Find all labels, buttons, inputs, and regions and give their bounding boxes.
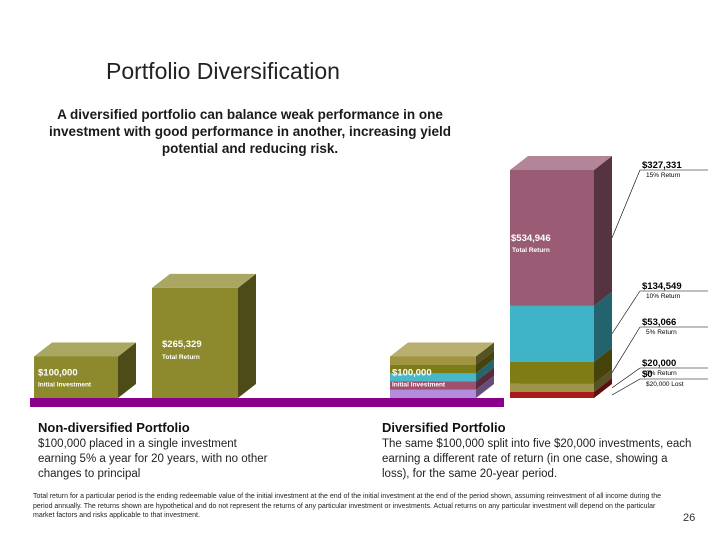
bar-non-div-total-label: $265,329 <box>162 339 202 350</box>
segment-value-label: $0 <box>642 369 653 380</box>
bar-div-initial-slice-side <box>476 375 494 398</box>
bar-div-initial-slice-front <box>390 373 476 382</box>
bar-non-div-total-side <box>238 273 256 398</box>
non-diversified-heading: Non-diversified Portfolio <box>38 420 190 435</box>
bar-div-total-sublabel: Total Return <box>512 247 550 254</box>
segment-note-label: 10% Return <box>646 293 681 300</box>
bar-div-total-segment-side <box>594 369 612 392</box>
segment-value-label: $53,066 <box>642 317 676 328</box>
bar-div-initial-slice-front <box>390 381 476 390</box>
non-diversified-description: Non-diversified Portfolio $100,000 place… <box>38 420 278 482</box>
bar-non-div-total-front <box>152 287 238 398</box>
bar-non-div-total-sublabel: Total Return <box>162 354 200 361</box>
bar-div-initial-sublabel: Initial Investment <box>392 382 446 389</box>
bar-div-total-segment <box>510 156 612 306</box>
segment-leader-line <box>611 378 641 396</box>
bar-div-total-segment-front <box>510 361 594 384</box>
diversified-body: The same $100,000 split into five $20,00… <box>382 438 692 480</box>
segment-leader-line <box>611 367 641 389</box>
bar-div-total-segment-front <box>510 305 594 362</box>
diversified-heading: Diversified Portfolio <box>382 420 506 435</box>
slide-subtitle: A diversified portfolio can balance weak… <box>48 107 452 156</box>
slide-title: Portfolio Diversification <box>106 58 340 84</box>
segment-note-label: 15% Return <box>646 172 681 179</box>
bar-non-div-initial-sublabel: Initial Investment <box>38 382 92 389</box>
bar-div-initial-label: $100,000 <box>392 368 432 379</box>
bar-div-total-segment-side <box>594 156 612 306</box>
bar-div-initial-slice-side <box>476 350 494 374</box>
non-diversified-body: $100,000 placed in a single investment e… <box>38 438 268 480</box>
bar-non-div-total <box>152 273 256 398</box>
bar-div-initial-slice-side <box>476 359 494 382</box>
bar-non-div-total-top <box>152 273 256 288</box>
bar-non-div-initial-top <box>34 342 136 357</box>
footnote: Total return for a particular period is … <box>33 493 662 519</box>
bar-div-total-segment-front <box>510 170 594 306</box>
bar-div-total-segment-front <box>510 392 594 398</box>
bar-div-initial-slice-side <box>476 367 494 390</box>
segment-leader-line <box>611 169 641 239</box>
bar-non-div-initial <box>34 342 136 398</box>
bar-div-total-segment-front <box>510 383 594 392</box>
bar-non-div-initial-front <box>34 356 118 398</box>
segment-note-label: 5% Return <box>646 329 677 336</box>
bar-div-total-segment-top <box>510 156 612 170</box>
segment-value-label: $327,331 <box>642 160 682 171</box>
bar-div-initial-slice-top <box>390 342 494 357</box>
bar-div-initial-slice-front <box>390 356 476 365</box>
page-number: 26 <box>683 512 696 524</box>
diversified-description: Diversified Portfolio The same $100,000 … <box>382 420 692 482</box>
segment-note-label: 0% Return <box>646 370 677 377</box>
bar-div-total-label: $534,946 <box>511 233 551 244</box>
bar-div-initial-slice-front <box>390 364 476 374</box>
bar-div-total-segment-side <box>594 378 612 398</box>
bar-div-initial-slice <box>390 342 494 365</box>
bar-div-initial-slice-front <box>390 389 476 398</box>
bar-non-div-initial-label: $100,000 <box>38 368 78 379</box>
segment-value-label: $20,000 <box>642 358 676 369</box>
segment-value-label: $134,549 <box>642 281 682 292</box>
chart-base-strip <box>30 398 504 407</box>
segment-leader-line <box>611 326 641 373</box>
bar-div-total-segment-side <box>594 291 612 362</box>
bar-non-div-initial-side <box>118 342 136 398</box>
bar-div-initial-slice-side <box>476 342 494 365</box>
segment-leader-line <box>611 290 641 334</box>
segment-note-label: $20,000 Lost <box>646 381 684 388</box>
bar-div-total-segment-side <box>594 347 612 384</box>
